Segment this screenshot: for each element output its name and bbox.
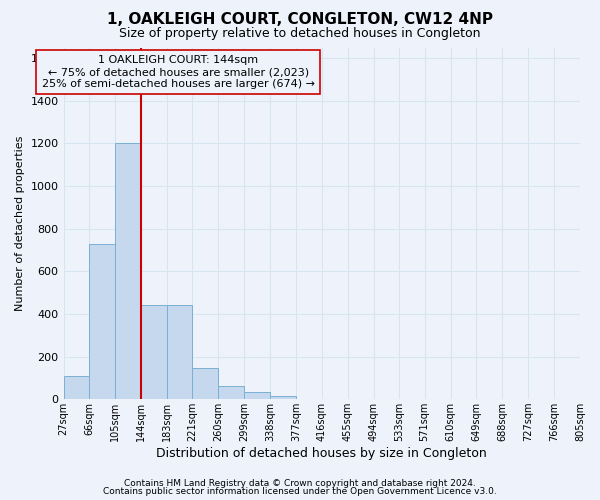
Text: Contains HM Land Registry data © Crown copyright and database right 2024.: Contains HM Land Registry data © Crown c… (124, 478, 476, 488)
Bar (89, 244, 115, 399)
Y-axis label: Number of detached properties: Number of detached properties (15, 136, 25, 311)
Bar (167, 306, 193, 399)
Bar (218, 386, 244, 399)
Bar (244, 392, 270, 399)
Bar (270, 396, 296, 399)
Bar (193, 368, 218, 399)
Text: Size of property relative to detached houses in Congleton: Size of property relative to detached ho… (119, 28, 481, 40)
Bar (64, 376, 89, 399)
Text: Contains public sector information licensed under the Open Government Licence v3: Contains public sector information licen… (103, 487, 497, 496)
Bar (141, 306, 167, 399)
Bar (115, 144, 141, 399)
X-axis label: Distribution of detached houses by size in Congleton: Distribution of detached houses by size … (157, 447, 487, 460)
Text: 1, OAKLEIGH COURT, CONGLETON, CW12 4NP: 1, OAKLEIGH COURT, CONGLETON, CW12 4NP (107, 12, 493, 28)
Text: 1 OAKLEIGH COURT: 144sqm
← 75% of detached houses are smaller (2,023)
25% of sem: 1 OAKLEIGH COURT: 144sqm ← 75% of detach… (42, 56, 315, 88)
